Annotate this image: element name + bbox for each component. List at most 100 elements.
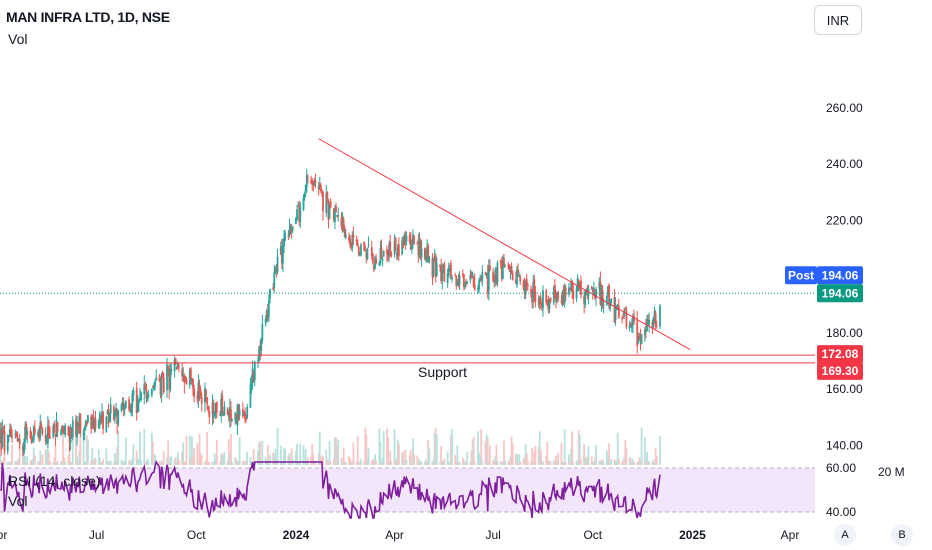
candle-body	[198, 384, 201, 393]
candle-body	[145, 389, 148, 399]
volume-bar	[160, 460, 163, 465]
candle-body	[600, 287, 603, 305]
candle-body	[625, 310, 628, 328]
candle-body	[480, 277, 483, 280]
candle-body	[212, 402, 215, 415]
candle-body	[462, 274, 465, 287]
volume-bar	[101, 461, 103, 465]
volume-bar	[382, 431, 385, 465]
currency-button[interactable]: INR	[814, 5, 862, 35]
vol-legend-bottom[interactable]: Vol	[8, 493, 28, 509]
volume-scale-label: 20 M	[878, 465, 905, 479]
volume-bar	[14, 460, 17, 465]
volume-bar	[328, 441, 331, 465]
volume-bar	[204, 461, 206, 465]
volume-bar	[494, 456, 497, 465]
candle-body	[197, 382, 200, 400]
volume-bar	[236, 461, 239, 465]
volume-bar	[579, 459, 582, 465]
volume-bar	[83, 460, 86, 465]
candle-body	[351, 235, 354, 248]
candle-body	[381, 259, 384, 261]
volume-bar	[519, 461, 522, 465]
candle-body	[654, 313, 657, 325]
volume-bar	[509, 456, 512, 465]
volume-bar	[145, 461, 148, 465]
volume-bar	[397, 443, 400, 465]
volume-bar	[601, 459, 604, 465]
candle-body	[297, 205, 300, 207]
candle-body	[393, 240, 396, 254]
candle-body	[30, 437, 33, 444]
candle-body	[456, 282, 459, 286]
volume-bar	[552, 460, 555, 465]
candle-body	[420, 248, 423, 258]
candle-body	[371, 253, 374, 263]
candle-body	[26, 431, 29, 436]
candle-body	[92, 415, 95, 428]
candle-body	[97, 420, 100, 428]
candle-body	[174, 358, 177, 366]
candle-body	[45, 441, 48, 443]
volume-bar	[237, 460, 240, 465]
candle-body	[9, 429, 11, 437]
volume-bar	[159, 461, 162, 465]
candle-body	[114, 410, 116, 418]
volume-bar	[420, 461, 423, 465]
volume-bar	[6, 461, 9, 465]
volume-bar	[654, 448, 657, 465]
candle-body	[123, 406, 126, 409]
drawing-lines[interactable]	[0, 138, 815, 364]
candle-body	[288, 229, 291, 236]
volume-bar	[56, 461, 59, 465]
volume-bar	[390, 461, 393, 465]
candle-body	[418, 239, 421, 256]
candle-body	[510, 265, 513, 275]
volume-bar	[478, 452, 480, 465]
volume-bar	[531, 447, 534, 465]
candle-body	[441, 269, 444, 282]
auto-scale-button[interactable]: A	[834, 524, 856, 546]
volume-bar	[31, 458, 34, 465]
candle-body	[586, 289, 589, 295]
candle-body	[265, 310, 268, 321]
rsi-legend[interactable]: RSI (14, close)	[8, 473, 101, 489]
candle-body	[55, 419, 58, 438]
volume-bar	[401, 453, 404, 465]
volume-bar	[577, 430, 580, 465]
volume-legend[interactable]: Vol	[8, 31, 28, 47]
volume-bar	[184, 461, 187, 465]
candle-body	[343, 228, 346, 237]
volume-bar	[274, 448, 277, 465]
candle-body	[18, 439, 21, 445]
candle-body	[204, 388, 206, 403]
volume-bar	[310, 456, 313, 465]
candle-body	[637, 336, 640, 344]
volume-bar	[48, 452, 50, 465]
volume-bar	[71, 434, 74, 465]
volume-bar	[312, 454, 315, 465]
time-axis[interactable]: Apr Jul Oct 2024 Apr Jul Oct 2025 Apr	[0, 528, 799, 542]
candle-body	[155, 377, 158, 381]
candle-body	[53, 423, 56, 433]
volume-bar	[295, 451, 297, 465]
candle-body	[504, 265, 506, 267]
x-tick-label: Apr	[385, 528, 404, 542]
volume-bar	[279, 445, 282, 465]
volume-bar	[351, 461, 354, 465]
volume-bar	[396, 439, 399, 465]
candle-body	[31, 441, 34, 443]
b-button[interactable]: B	[891, 524, 913, 546]
candle-body	[220, 398, 223, 417]
candle-body	[525, 278, 528, 286]
symbol-title[interactable]: MAN INFRA LTD, 1D, NSE	[6, 9, 170, 25]
candle-body	[170, 369, 173, 372]
volume-bar	[245, 460, 248, 465]
volume-bar	[418, 458, 421, 465]
trendline[interactable]	[318, 138, 691, 351]
candle-body	[540, 301, 543, 307]
volume-bar	[443, 458, 446, 465]
candle-body	[394, 238, 397, 252]
candle-body	[249, 384, 252, 408]
